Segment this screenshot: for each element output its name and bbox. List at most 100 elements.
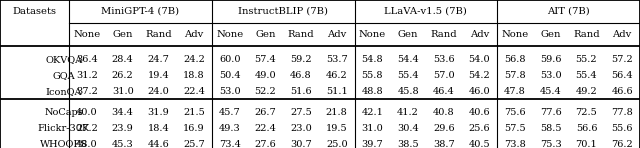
Text: AIT (7B): AIT (7B) <box>547 7 590 16</box>
Text: IconQA: IconQA <box>45 87 82 96</box>
Text: 55.4: 55.4 <box>575 71 597 80</box>
Text: 24.0: 24.0 <box>147 87 169 96</box>
Text: LLaVA-v1.5 (7B): LLaVA-v1.5 (7B) <box>385 7 467 16</box>
Text: Rand: Rand <box>431 30 457 39</box>
Text: 59.6: 59.6 <box>540 55 561 64</box>
Text: 36.4: 36.4 <box>76 55 98 64</box>
Text: 56.8: 56.8 <box>504 55 526 64</box>
Text: GQA: GQA <box>52 71 75 80</box>
Text: 18.4: 18.4 <box>147 124 169 133</box>
Text: 21.5: 21.5 <box>183 108 205 117</box>
Text: 31.0: 31.0 <box>112 87 134 96</box>
Text: 23.9: 23.9 <box>112 124 134 133</box>
Text: Datasets: Datasets <box>13 7 56 16</box>
Text: 42.1: 42.1 <box>362 108 383 117</box>
Text: 24.7: 24.7 <box>147 55 169 64</box>
Text: 31.2: 31.2 <box>76 71 98 80</box>
Text: 30.7: 30.7 <box>290 140 312 148</box>
Text: 54.8: 54.8 <box>362 55 383 64</box>
Text: 45.8: 45.8 <box>397 87 419 96</box>
Text: 38.5: 38.5 <box>397 140 419 148</box>
Text: 31.0: 31.0 <box>362 124 383 133</box>
Text: 46.2: 46.2 <box>326 71 348 80</box>
Text: 38.7: 38.7 <box>433 140 454 148</box>
Text: 45.7: 45.7 <box>219 108 241 117</box>
Text: NoCaps: NoCaps <box>44 108 83 117</box>
Text: 27.2: 27.2 <box>76 124 98 133</box>
Text: 25.6: 25.6 <box>468 124 490 133</box>
Text: 75.6: 75.6 <box>504 108 526 117</box>
Text: 76.2: 76.2 <box>611 140 633 148</box>
Text: 55.4: 55.4 <box>397 71 419 80</box>
Text: 51.6: 51.6 <box>290 87 312 96</box>
Text: 59.2: 59.2 <box>290 55 312 64</box>
Text: 19.4: 19.4 <box>147 71 169 80</box>
Text: 40.6: 40.6 <box>468 108 490 117</box>
Text: None: None <box>216 30 243 39</box>
Text: 49.0: 49.0 <box>255 71 276 80</box>
Text: InstructBLIP (7B): InstructBLIP (7B) <box>238 7 328 16</box>
Text: 49.3: 49.3 <box>219 124 241 133</box>
Text: 39.7: 39.7 <box>362 140 383 148</box>
Text: 57.8: 57.8 <box>504 71 526 80</box>
Text: Gen: Gen <box>255 30 276 39</box>
Text: 28.4: 28.4 <box>112 55 134 64</box>
Text: 45.4: 45.4 <box>540 87 562 96</box>
Text: 46.6: 46.6 <box>611 87 633 96</box>
Text: Rand: Rand <box>573 30 600 39</box>
Text: 22.4: 22.4 <box>255 124 276 133</box>
Text: 26.2: 26.2 <box>112 71 134 80</box>
Text: 46.4: 46.4 <box>433 87 454 96</box>
Text: 54.2: 54.2 <box>468 71 490 80</box>
Text: 21.8: 21.8 <box>326 108 348 117</box>
Text: 60.0: 60.0 <box>219 55 241 64</box>
Text: 46.0: 46.0 <box>468 87 490 96</box>
Text: 25.0: 25.0 <box>326 140 348 148</box>
Text: 55.6: 55.6 <box>611 124 633 133</box>
Text: 19.5: 19.5 <box>326 124 348 133</box>
Text: 73.4: 73.4 <box>219 140 241 148</box>
Text: 41.2: 41.2 <box>397 108 419 117</box>
Text: 29.6: 29.6 <box>433 124 454 133</box>
Text: 30.4: 30.4 <box>397 124 419 133</box>
Text: Adv: Adv <box>184 30 204 39</box>
Text: 56.4: 56.4 <box>611 71 633 80</box>
Text: 48.0: 48.0 <box>76 140 98 148</box>
Text: 47.8: 47.8 <box>504 87 526 96</box>
Text: 55.2: 55.2 <box>575 55 597 64</box>
Text: 16.9: 16.9 <box>183 124 205 133</box>
Text: Flickr-30K: Flickr-30K <box>38 124 90 133</box>
Text: 34.4: 34.4 <box>112 108 134 117</box>
Text: 22.4: 22.4 <box>183 87 205 96</box>
Text: 49.2: 49.2 <box>575 87 597 96</box>
Text: 70.1: 70.1 <box>575 140 597 148</box>
Text: 25.7: 25.7 <box>183 140 205 148</box>
Text: Gen: Gen <box>113 30 133 39</box>
Text: Adv: Adv <box>327 30 346 39</box>
Text: 27.6: 27.6 <box>255 140 276 148</box>
Text: None: None <box>74 30 100 39</box>
Text: 57.0: 57.0 <box>433 71 454 80</box>
Text: 77.8: 77.8 <box>611 108 633 117</box>
Text: 53.0: 53.0 <box>219 87 241 96</box>
Text: 40.5: 40.5 <box>468 140 490 148</box>
Text: WHOOPS: WHOOPS <box>40 140 88 148</box>
Text: 57.5: 57.5 <box>504 124 526 133</box>
Text: 53.0: 53.0 <box>540 71 562 80</box>
Text: MiniGPT-4 (7B): MiniGPT-4 (7B) <box>101 7 180 16</box>
Text: 57.4: 57.4 <box>255 55 276 64</box>
Text: 54.4: 54.4 <box>397 55 419 64</box>
Text: 50.4: 50.4 <box>219 71 241 80</box>
Text: Rand: Rand <box>288 30 314 39</box>
Text: 53.7: 53.7 <box>326 55 348 64</box>
Text: None: None <box>359 30 386 39</box>
Text: 27.5: 27.5 <box>290 108 312 117</box>
Text: 54.0: 54.0 <box>468 55 490 64</box>
Text: Rand: Rand <box>145 30 172 39</box>
Text: None: None <box>502 30 529 39</box>
Text: 53.6: 53.6 <box>433 55 454 64</box>
Text: 24.2: 24.2 <box>183 55 205 64</box>
Text: 51.1: 51.1 <box>326 87 348 96</box>
Text: 46.8: 46.8 <box>290 71 312 80</box>
Text: 77.6: 77.6 <box>540 108 562 117</box>
